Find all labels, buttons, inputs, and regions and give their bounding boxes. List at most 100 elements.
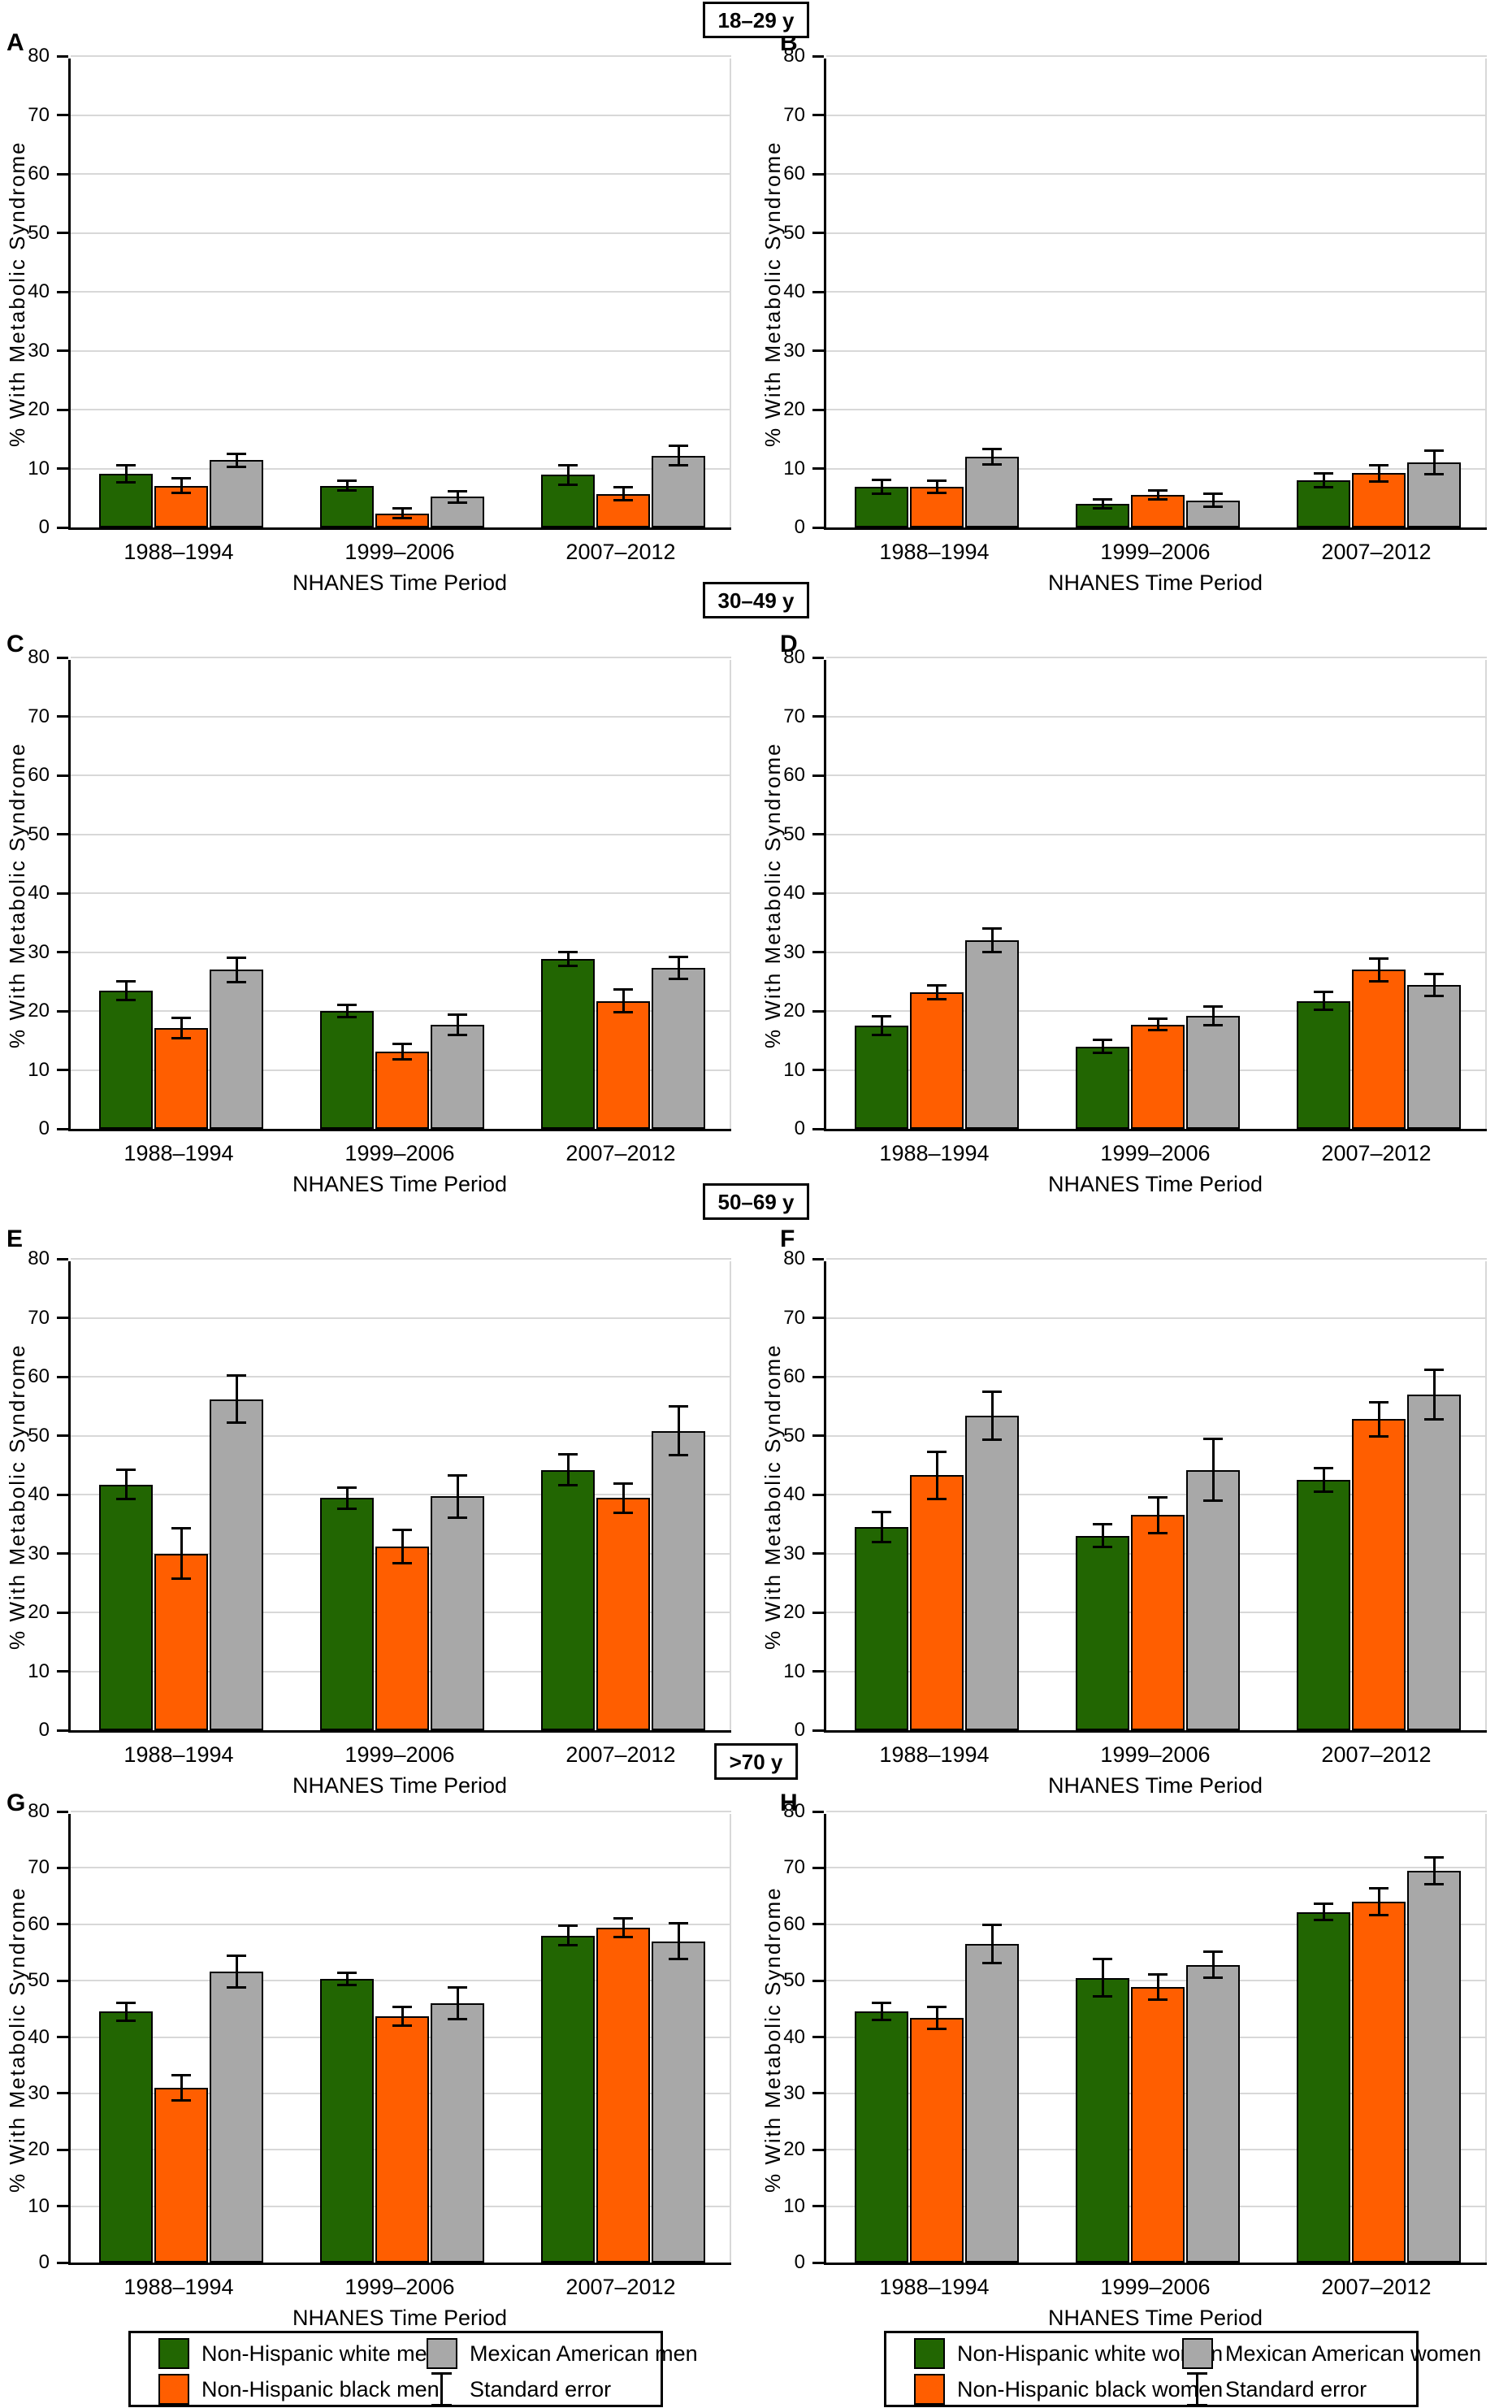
error-bar-cap-bottom bbox=[927, 2027, 947, 2030]
bar-gray bbox=[210, 1972, 263, 2263]
error-bar-line bbox=[1211, 1951, 1215, 1978]
error-bar-cap-bottom bbox=[613, 1010, 633, 1013]
x-tick-label: 1988–1994 bbox=[879, 2275, 990, 2299]
error-bar-line bbox=[677, 957, 680, 979]
error-bar-cap-bottom bbox=[1424, 995, 1444, 998]
error-bar-cap-top bbox=[1314, 991, 1333, 994]
error-bar-cap-bottom bbox=[116, 998, 136, 1001]
error-bar-line bbox=[880, 1016, 883, 1035]
plot-right-frame bbox=[1485, 660, 1487, 1129]
error-bar-cap-bottom bbox=[1148, 1998, 1168, 2001]
gridline bbox=[71, 1494, 731, 1495]
y-tick-label: 10 bbox=[783, 457, 805, 479]
error-bar-cap-top bbox=[927, 479, 947, 483]
error-bar-cap-top bbox=[872, 1015, 891, 1018]
x-axis-title: NHANES Time Period bbox=[1047, 571, 1263, 595]
bar-gray bbox=[1186, 1015, 1240, 1129]
error-bar-line bbox=[124, 1469, 128, 1499]
error-bar-cap-bottom bbox=[872, 1541, 891, 1544]
gridline bbox=[826, 1923, 1487, 1925]
error-bar-cap-top bbox=[116, 1469, 136, 1472]
x-tick-label: 2007–2012 bbox=[565, 2275, 676, 2299]
error-bar-cap-top bbox=[669, 1405, 688, 1408]
y-tick-label: 20 bbox=[783, 398, 805, 420]
gridline bbox=[71, 409, 731, 410]
error-bar-cap-bottom bbox=[872, 1034, 891, 1037]
x-tick-label: 1999–2006 bbox=[1100, 1742, 1211, 1767]
plot-right-frame bbox=[1485, 59, 1487, 527]
y-tick bbox=[57, 1434, 68, 1437]
bar-green bbox=[855, 1026, 908, 1129]
error-bar-cap-top bbox=[613, 1917, 633, 1920]
plot-area: 0 10 20 30 40 50 60 70 80 bbox=[28, 648, 731, 1139]
error-bar-cap-top bbox=[982, 448, 1002, 451]
error-bar-cap-bottom bbox=[1093, 1051, 1112, 1054]
error-bar-cap-top bbox=[227, 1955, 246, 1958]
error-bar-cap-bottom bbox=[613, 1511, 633, 1514]
legend-label: Non-Hispanic black men bbox=[201, 2376, 440, 2401]
y-tick bbox=[57, 1611, 68, 1614]
error-bar-cap-bottom bbox=[171, 2098, 191, 2102]
panel-a-men-18-29: A% With Metabolic Syndrome 0 10 20 30 40 50 60 7… bbox=[0, 0, 756, 601]
error-bar-cap-top bbox=[558, 1453, 578, 1456]
y-tick-label: 20 bbox=[783, 1000, 805, 1022]
bar-green bbox=[1076, 504, 1129, 527]
plot-area: 0 10 20 30 40 50 60 70 80 bbox=[783, 1802, 1487, 2272]
y-tick bbox=[812, 1127, 824, 1130]
y-tick-label: 80 bbox=[783, 1800, 805, 1822]
x-tick-label: 1988–1994 bbox=[879, 1141, 990, 1165]
error-bar-cap-bottom bbox=[337, 1507, 357, 1510]
error-bar-cap-top bbox=[1369, 957, 1389, 960]
x-tick-label: 1999–2006 bbox=[1100, 2275, 1211, 2299]
y-tick-label: 40 bbox=[783, 2025, 805, 2048]
y-tick-label: 40 bbox=[783, 280, 805, 302]
y-tick bbox=[57, 715, 68, 718]
x-tick-label: 1988–1994 bbox=[879, 540, 990, 564]
y-tick bbox=[57, 892, 68, 895]
bar-green bbox=[1076, 1046, 1129, 1129]
gridline bbox=[826, 173, 1487, 175]
bar-green bbox=[1076, 1535, 1129, 1730]
y-tick-label: 40 bbox=[28, 2025, 50, 2048]
panel-e-men-50-69: E% With Metabolic Syndrome 0 10 20 30 40 50 60 7… bbox=[0, 1203, 756, 1804]
y-tick bbox=[812, 1923, 824, 1926]
error-bar-cap-bottom bbox=[1424, 472, 1444, 475]
error-bar-cap-bottom bbox=[227, 1421, 246, 1425]
error-bar-cap-bottom bbox=[669, 1453, 688, 1456]
error-bar-cap-top bbox=[558, 1924, 578, 1928]
error-bar-cap-top bbox=[392, 1529, 412, 1531]
error-bar-line bbox=[180, 1528, 183, 1579]
error-bar-cap-top bbox=[171, 477, 191, 480]
y-tick-label: 80 bbox=[28, 1247, 50, 1269]
x-tick-label: 1999–2006 bbox=[1100, 540, 1211, 564]
panel-f-women-50-69: F% With Metabolic Syndrome 0 10 20 30 40 50 60 7… bbox=[756, 1203, 1512, 1804]
error-bar-cap-bottom bbox=[1203, 1976, 1223, 1980]
y-tick bbox=[57, 1552, 68, 1555]
error-bar-cap-top bbox=[392, 1043, 412, 1046]
x-axis-title: NHANES Time Period bbox=[292, 2306, 508, 2330]
x-tick-label: 2007–2012 bbox=[1321, 2275, 1432, 2299]
gridline bbox=[71, 1258, 731, 1260]
y-tick bbox=[57, 833, 68, 835]
y-tick-label: 10 bbox=[28, 1660, 50, 1682]
y-tick-label: 20 bbox=[28, 398, 50, 420]
gridline bbox=[71, 291, 731, 293]
gridline bbox=[826, 349, 1487, 352]
error-bar-cap-bottom bbox=[1369, 1434, 1389, 1438]
error-bar-line bbox=[935, 1451, 938, 1499]
bar-green bbox=[1076, 1977, 1129, 2263]
panel-b-women-18-29: B% With Metabolic Syndrome 0 10 20 30 40 50 60 7… bbox=[756, 0, 1512, 601]
y-tick bbox=[57, 1317, 68, 1319]
error-bar-cap-top bbox=[1424, 1855, 1444, 1859]
error-bar-cap-bottom bbox=[982, 951, 1002, 953]
y-tick-label: 50 bbox=[28, 221, 50, 244]
y-tick bbox=[812, 54, 824, 58]
error-bar-line bbox=[401, 1529, 404, 1564]
panel-c-men-30-49: C% With Metabolic Syndrome 0 10 20 30 40 50 60 7… bbox=[0, 601, 756, 1203]
error-bar-cap-top bbox=[227, 1374, 246, 1378]
gridline bbox=[71, 892, 731, 894]
panel-letter: E bbox=[6, 1226, 24, 1252]
error-bar-cap-top bbox=[669, 444, 688, 447]
x-tick-label: 2007–2012 bbox=[565, 540, 676, 564]
bar-orange bbox=[375, 1546, 429, 1730]
